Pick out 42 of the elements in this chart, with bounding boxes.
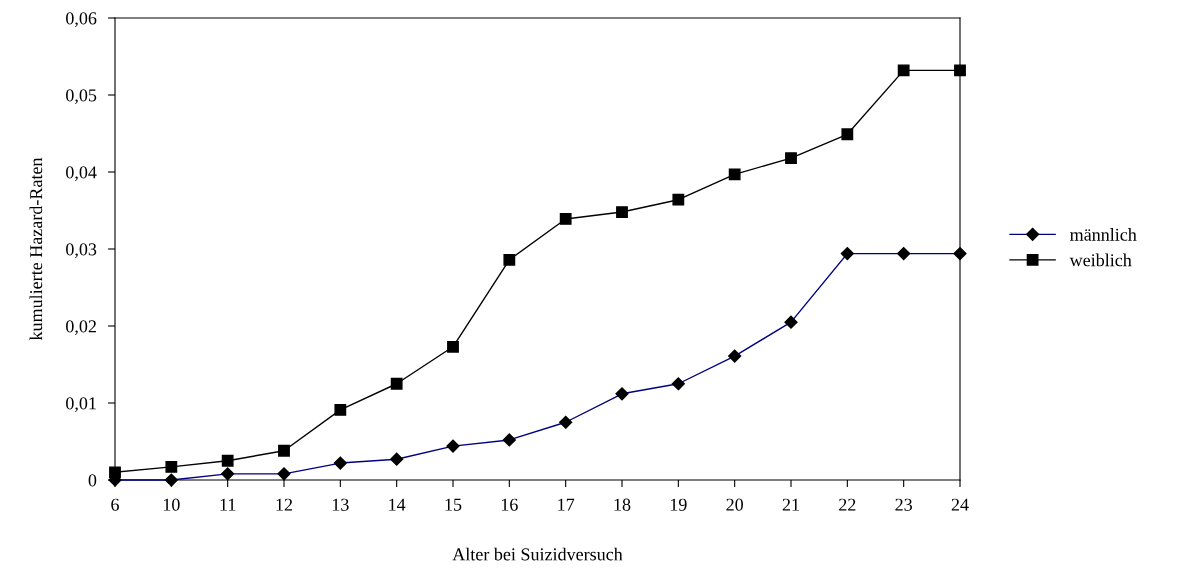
y-tick-label: 0 (88, 474, 97, 487)
x-tick-label: 6 (111, 498, 119, 511)
point (672, 193, 685, 206)
x-tick-label: 16 (501, 498, 518, 511)
point (221, 454, 234, 467)
x-tick-label: 17 (558, 498, 575, 511)
point (559, 213, 572, 225)
x-tick-label: 10 (163, 498, 180, 511)
point (841, 128, 854, 141)
y-tick-label: 0,01 (66, 397, 96, 413)
x-tick-label: 19 (670, 498, 687, 511)
point (897, 64, 910, 77)
x-tick-label: 22 (839, 498, 856, 511)
point (503, 253, 516, 266)
x-tick-label: 13 (332, 498, 349, 511)
point (334, 404, 347, 416)
point (278, 444, 290, 457)
point (785, 152, 797, 165)
x-tick-label: 21 (782, 498, 799, 511)
legend-label: männlich (1070, 228, 1137, 241)
y-axis-title: kumulierte Hazard-Raten (29, 157, 43, 341)
x-tick-label: 14 (389, 498, 406, 511)
x-tick-label: 15 (445, 498, 462, 511)
y-tick-label: 0,02 (66, 320, 96, 336)
point (728, 168, 741, 181)
x-tick-label: 23 (895, 498, 912, 511)
point (447, 340, 459, 353)
y-tick-label: 0,05 (66, 89, 97, 105)
point (165, 461, 178, 473)
y-tick-label: 0,06 (66, 12, 97, 28)
x-tick-label: 11 (220, 498, 236, 511)
y-tick-label: 0,03 (66, 243, 97, 259)
point (616, 206, 628, 218)
y-tick-label: 0,04 (66, 166, 97, 182)
x-axis-title: Alter bei Suizidversuch (452, 547, 623, 561)
legend-label: weiblich (1069, 253, 1132, 267)
x-tick-label: 24 (951, 498, 969, 511)
x-tick-label: 20 (726, 498, 744, 511)
x-tick-label: 18 (614, 498, 631, 511)
point (954, 64, 966, 77)
point (390, 377, 403, 390)
x-tick-label: 12 (276, 498, 293, 511)
